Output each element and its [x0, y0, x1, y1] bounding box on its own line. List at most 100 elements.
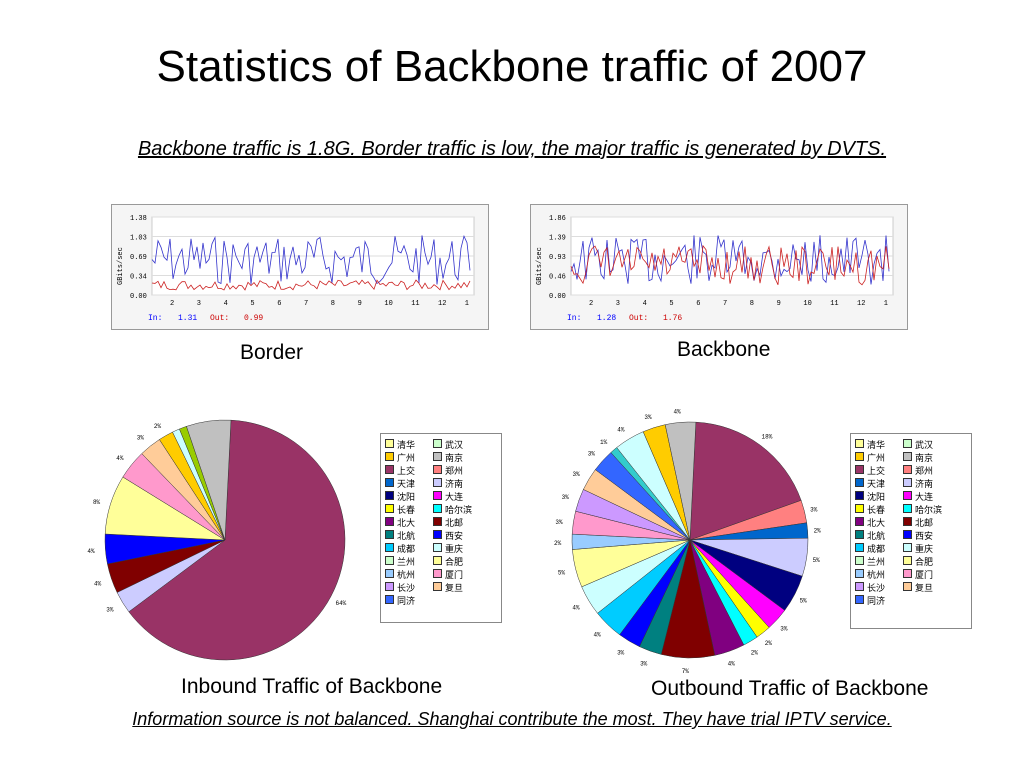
- x-tick-label: 6: [696, 300, 700, 308]
- legend-swatch: [903, 556, 912, 565]
- pie-label: 5%: [800, 598, 808, 605]
- legend-swatch: [855, 439, 864, 448]
- x-tick-label: 10: [803, 300, 811, 308]
- legend-swatch: [903, 491, 912, 500]
- legend-item: 北航: [385, 529, 433, 542]
- pie-slice: [689, 421, 802, 541]
- pie-label: 2%: [814, 527, 822, 534]
- pie-label: 3%: [106, 607, 114, 614]
- legend-item: 沈阳: [855, 490, 903, 503]
- pie-label: 4%: [572, 605, 580, 612]
- legend-item: 成都: [855, 542, 903, 555]
- legend-item: 南京: [433, 451, 481, 464]
- legend-swatch: [433, 478, 442, 487]
- outbound-pie-chart: 18% 3% 2% 5% 5% 3% 2% 2% 4% 7% 3% 3% 4% 4% 5% 2% 3% 3% 3% 3…: [554, 408, 822, 675]
- legend-item: 广州: [855, 451, 903, 464]
- x-tick-label: 9: [777, 300, 781, 308]
- legend-item: 武汉: [433, 438, 481, 451]
- pie-label: 7%: [682, 668, 690, 675]
- pie-label: 3%: [810, 507, 818, 514]
- pie-label: 8%: [93, 499, 101, 506]
- out-label: Out:: [210, 314, 229, 323]
- y-tick-label: 1.39: [549, 235, 566, 243]
- legend-swatch: [433, 530, 442, 539]
- x-tick-label: 7: [304, 300, 308, 308]
- legend-swatch: [855, 582, 864, 591]
- x-tick-label: 1: [884, 300, 888, 308]
- pie-slice: [186, 419, 232, 541]
- x-tick-label: 10: [384, 300, 392, 308]
- legend-swatch: [385, 569, 394, 578]
- pie-label: 2%: [154, 423, 162, 430]
- legend-swatch: [385, 530, 394, 539]
- pie-label: 3%: [573, 471, 581, 478]
- page-title: Statistics of Backbone traffic of 2007: [156, 42, 868, 91]
- x-tick-label: 7: [723, 300, 727, 308]
- out-value: 0.99: [244, 314, 263, 323]
- legend-item: 成都: [385, 542, 433, 555]
- legend-item: 武汉: [903, 438, 951, 451]
- pie-label: 2%: [751, 650, 759, 657]
- legend-item: 西安: [433, 529, 481, 542]
- x-tick-label: 12: [857, 300, 865, 308]
- legend-item: 济南: [903, 477, 951, 490]
- pie-label: 3%: [137, 435, 145, 442]
- legend-item: 重庆: [903, 542, 951, 555]
- legend-swatch: [433, 517, 442, 526]
- legend-swatch: [433, 556, 442, 565]
- legend-swatch: [855, 543, 864, 552]
- pie-label: 3%: [555, 519, 563, 526]
- legend-item: 大连: [433, 490, 481, 503]
- legend-swatch: [433, 491, 442, 500]
- legend-swatch: [855, 595, 864, 604]
- legend-swatch: [433, 452, 442, 461]
- y-axis-label: GBits/sec: [117, 247, 125, 285]
- legend-swatch: [385, 465, 394, 474]
- legend-item: 大连: [903, 490, 951, 503]
- pie-label: 4%: [673, 408, 681, 415]
- pie-label: 3%: [640, 660, 648, 667]
- legend-item: 同济: [855, 594, 903, 607]
- pie-label: 3%: [617, 649, 625, 656]
- pie-label: 4%: [617, 426, 625, 433]
- y-tick-label: 1.03: [130, 235, 147, 243]
- y-tick-label: 0.00: [130, 293, 147, 301]
- pie-label: 64%: [335, 600, 346, 607]
- y-tick-label: 1.38: [130, 215, 147, 223]
- pie-label: 4%: [116, 455, 124, 462]
- legend-swatch: [855, 569, 864, 578]
- note-bottom: Information source is not balanced. Shan…: [132, 709, 892, 729]
- pie-label: 1%: [600, 439, 608, 446]
- x-tick-label: 4: [224, 300, 228, 308]
- legend-swatch: [903, 452, 912, 461]
- x-tick-label: 5: [669, 300, 673, 308]
- legend-item: 重庆: [433, 542, 481, 555]
- legend-swatch: [433, 543, 442, 552]
- x-tick-label: 8: [750, 300, 754, 308]
- legend-outbound: 清华 武汉广州 南京上交 郑州天津 济南沈阳 大连长春 哈尔滨北大 北邮北航 西安成都 重庆兰州合…: [850, 433, 972, 629]
- in-label: In:: [567, 314, 581, 323]
- y-tick-label: 0.93: [549, 254, 566, 262]
- legend-item: 清华: [855, 438, 903, 451]
- legend-item: 广州: [385, 451, 433, 464]
- legend-item: 沈阳: [385, 490, 433, 503]
- legend-item: 郑州: [433, 464, 481, 477]
- legend-swatch: [385, 491, 394, 500]
- border-traffic-chart: 1.38 1.03 0.69 0.34 0.00 2 3 4 5 6 7 8 9 10 11 12 1 GBits…: [111, 204, 489, 330]
- legend-swatch: [433, 582, 442, 591]
- legend-item: 上交: [385, 464, 433, 477]
- legend-swatch: [903, 569, 912, 578]
- legend-item: 哈尔滨: [433, 503, 481, 516]
- legend-item: 合肥: [433, 555, 481, 568]
- out-label: Out:: [629, 314, 648, 323]
- legend-swatch: [855, 491, 864, 500]
- pie-label: 18%: [762, 434, 773, 441]
- legend-item: 长沙: [855, 581, 903, 594]
- pie-label: 3%: [588, 451, 596, 458]
- series-out: [151, 279, 471, 291]
- legend-item: 合肥: [903, 555, 951, 568]
- legend-item: 济南: [433, 477, 481, 490]
- x-tick-label: 1: [465, 300, 469, 308]
- y-axis-label: GBits/sec: [536, 247, 544, 285]
- backbone-traffic-chart: 1.86 1.39 0.93 0.46 0.00 2 3 4 5 6 7 8 9 10 11 12 1 GBits…: [530, 204, 908, 330]
